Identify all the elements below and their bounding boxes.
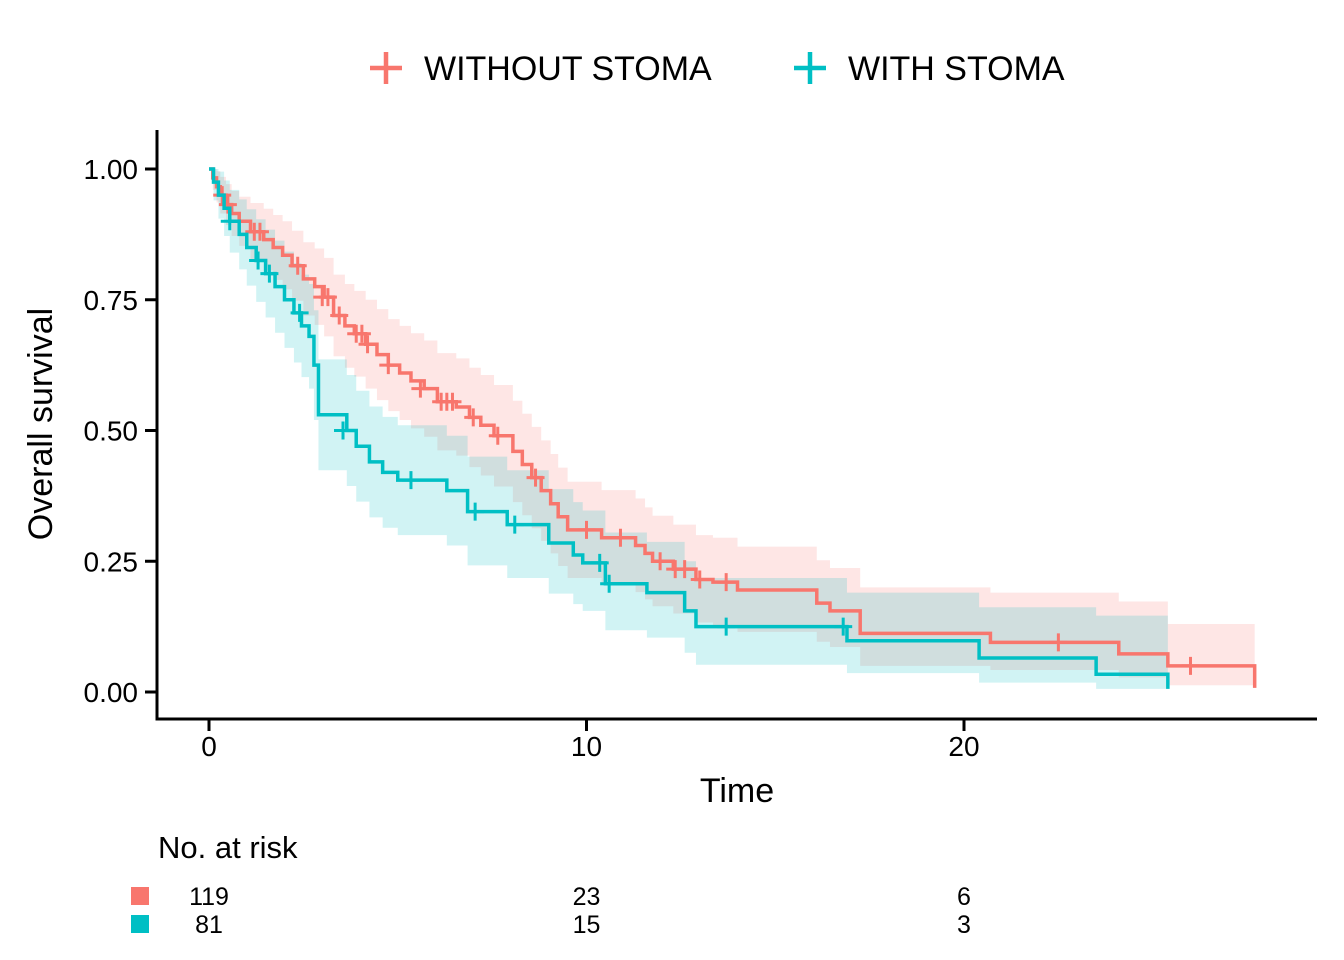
censor-mark	[1049, 633, 1068, 652]
km-curve-without-stoma	[209, 167, 1257, 688]
risk-table-row: 119 23 6	[131, 883, 971, 911]
censor-mark	[611, 528, 630, 547]
censor-mark	[288, 256, 307, 275]
x-tick-label: 20	[948, 731, 979, 762]
censor-mark	[675, 560, 694, 579]
y-axis-title: Overall survival	[22, 308, 60, 540]
censor-mark	[443, 392, 462, 411]
censor-mark	[505, 515, 524, 534]
legend-key-cross-icon	[370, 52, 402, 84]
series-with-stoma	[209, 167, 1170, 689]
risk-count: 81	[195, 911, 223, 939]
censor-mark	[600, 574, 619, 593]
censor-mark	[834, 617, 853, 636]
y-tick-label: 0.00	[84, 677, 139, 708]
censor-mark	[464, 408, 483, 427]
legend-key-cross-icon	[794, 52, 826, 84]
y-tick-label: 1.00	[84, 154, 139, 185]
confidence-band-with-stoma	[209, 169, 1168, 689]
legend-label: WITH STOMA	[848, 50, 1065, 88]
censor-mark	[651, 552, 670, 571]
axes: 0 10 20 0.00 0.25 0.50 0.75 1.00 Time Overall sur…	[22, 130, 1317, 810]
km-curve-with-stoma	[209, 167, 1170, 689]
x-tick-label: 0	[201, 731, 217, 762]
censor-mark	[379, 356, 398, 375]
censor-mark	[352, 324, 371, 343]
risk-count: 3	[957, 911, 971, 939]
legend-label: WITHOUT STOMA	[424, 50, 712, 88]
censor-mark	[334, 421, 353, 440]
censor-mark	[330, 306, 349, 325]
risk-table-row: 81 15 3	[131, 911, 971, 939]
censor-mark	[401, 471, 420, 490]
censor-mark	[590, 553, 609, 572]
censor-mark	[488, 426, 507, 445]
censor-mark	[466, 502, 485, 521]
censor-mark	[358, 335, 377, 354]
y-tick-label: 0.25	[84, 546, 139, 577]
censor-mark	[218, 195, 237, 214]
censor-mark	[526, 468, 545, 487]
censor-mark	[717, 617, 736, 636]
legend: WITHOUT STOMA WITH STOMA	[370, 50, 1065, 88]
censor-mark	[690, 570, 709, 589]
y-tick-label: 0.50	[84, 416, 139, 447]
censor-mark	[411, 379, 430, 398]
risk-row-color-swatch	[131, 915, 149, 933]
censor-mark	[260, 264, 279, 283]
legend-item-without-stoma: WITHOUT STOMA	[370, 50, 712, 88]
risk-table-title: No. at risk	[158, 830, 298, 865]
censor-mark	[717, 573, 736, 592]
risk-table: No. at risk 119 23 6 81 15 3	[131, 830, 971, 939]
censor-mark	[290, 303, 309, 322]
x-axis-title: Time	[700, 772, 774, 810]
risk-count: 6	[957, 883, 971, 911]
confidence-band-without-stoma	[209, 169, 1255, 688]
censor-mark	[249, 251, 268, 270]
y-tick-label: 0.75	[84, 285, 139, 316]
risk-row-color-swatch	[131, 887, 149, 905]
censor-mark	[1181, 656, 1200, 675]
risk-count: 119	[189, 883, 229, 911]
censor-mark	[220, 212, 239, 231]
censor-mark	[318, 288, 337, 307]
series-without-stoma	[209, 167, 1257, 688]
censor-mark	[577, 520, 596, 539]
confidence-bands	[209, 169, 1255, 689]
risk-count: 23	[573, 883, 601, 911]
legend-item-with-stoma: WITH STOMA	[794, 50, 1065, 88]
x-tick-label: 10	[571, 731, 602, 762]
censor-mark	[250, 222, 269, 241]
censor-marks-with-stoma	[220, 212, 853, 636]
risk-count: 15	[573, 911, 601, 939]
